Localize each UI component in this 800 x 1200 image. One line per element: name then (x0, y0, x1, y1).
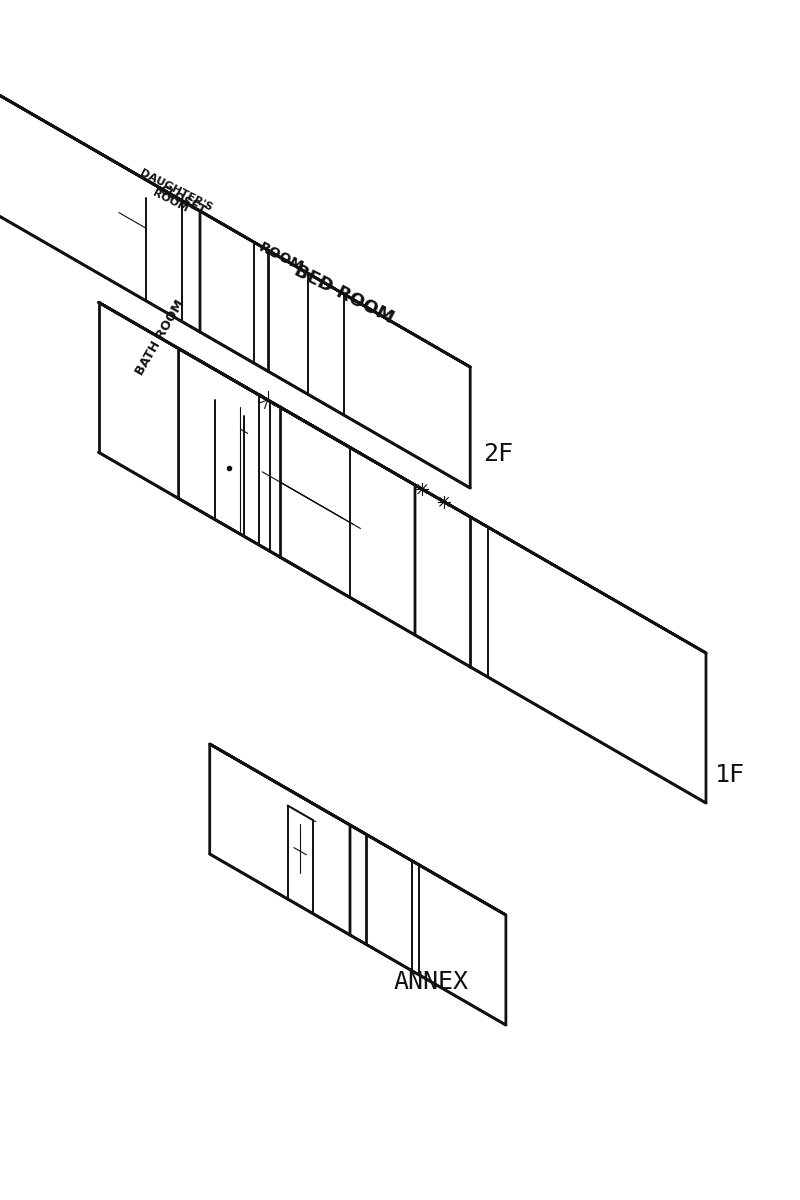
Text: 2F: 2F (482, 443, 513, 467)
Text: 1F: 1F (714, 763, 745, 787)
Text: ANNEX: ANNEX (394, 970, 469, 994)
Text: DAUGHTER'S
ROOM: DAUGHTER'S ROOM (133, 168, 214, 223)
Text: ROOM: ROOM (256, 241, 306, 275)
Text: BED ROOM: BED ROOM (291, 262, 397, 328)
Text: CLOSET: CLOSET (157, 184, 207, 218)
Text: BATH ROOM: BATH ROOM (134, 298, 187, 378)
